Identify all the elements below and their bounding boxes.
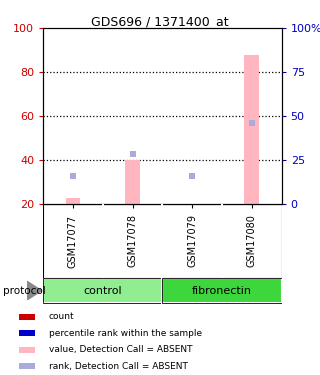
Text: control: control	[84, 286, 122, 296]
Bar	[19, 363, 36, 369]
Text: fibronectin: fibronectin	[192, 286, 252, 296]
Bar	[19, 347, 36, 353]
Text: rank, Detection Call = ABSENT: rank, Detection Call = ABSENT	[49, 362, 188, 371]
Bar	[43, 278, 163, 303]
Bar	[163, 278, 282, 303]
Bar	[19, 330, 36, 336]
Text: percentile rank within the sample: percentile rank within the sample	[49, 329, 202, 338]
Text: GDS696 / 1371400_at: GDS696 / 1371400_at	[91, 15, 229, 28]
Polygon shape	[27, 281, 42, 300]
Text: protocol: protocol	[3, 286, 46, 296]
Text: GSM17078: GSM17078	[128, 214, 138, 267]
Text: GSM17079: GSM17079	[187, 214, 197, 267]
Bar	[43, 278, 163, 303]
Bar	[244, 55, 259, 204]
Bar	[19, 314, 36, 320]
Text: count: count	[49, 312, 75, 321]
Bar	[125, 160, 140, 204]
Text: GSM17080: GSM17080	[247, 214, 257, 267]
Bar	[163, 278, 282, 303]
Bar	[66, 198, 80, 204]
Text: value, Detection Call = ABSENT: value, Detection Call = ABSENT	[49, 345, 192, 354]
Text: GSM17077: GSM17077	[68, 214, 78, 267]
